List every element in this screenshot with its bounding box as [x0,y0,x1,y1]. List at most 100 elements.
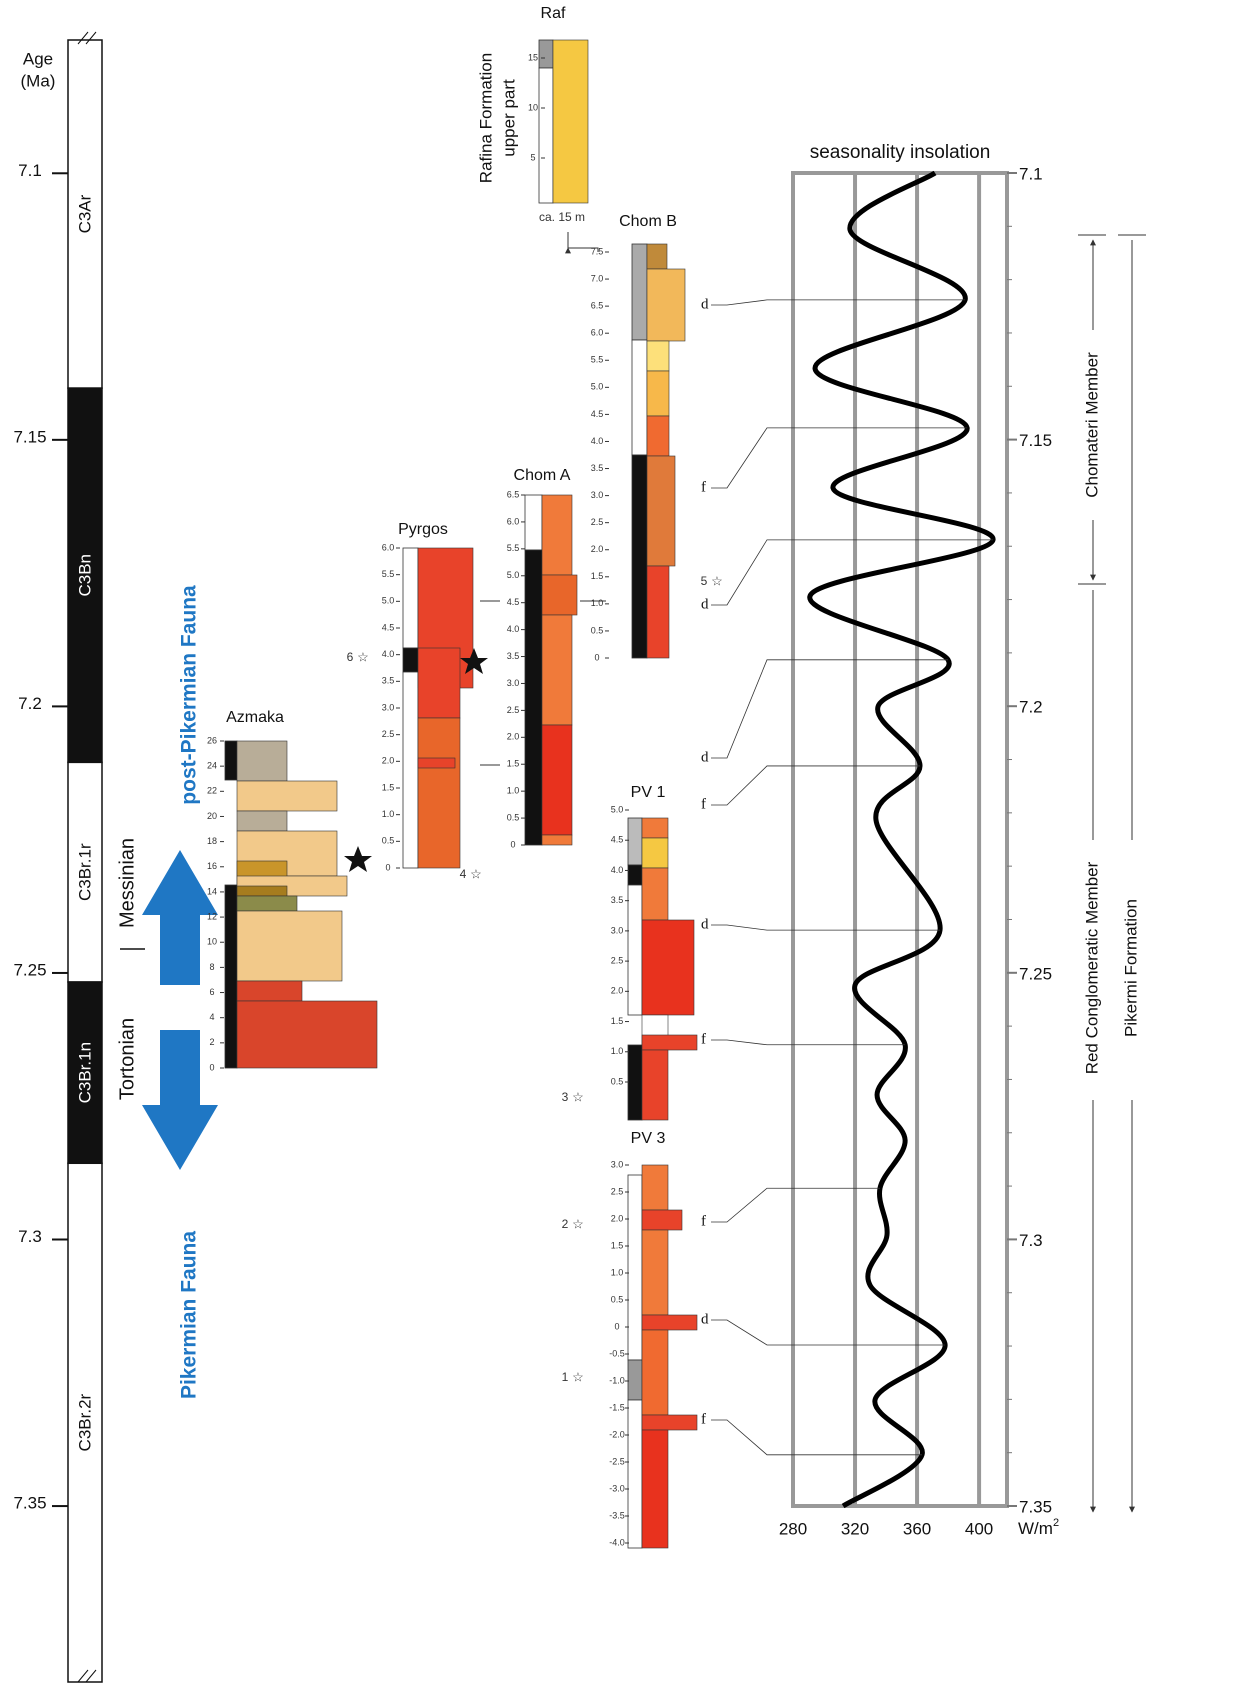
horizon-label: 4 [460,867,467,881]
y-tick-label: 7.2 [1019,698,1043,717]
section-title: Azmaka [226,709,284,726]
age-tick-label: 7.35 [13,1494,46,1513]
scale-label: 0.5 [611,1294,624,1304]
scale-label: 0 [385,862,390,872]
section-title: Raf [541,5,566,22]
lithology [641,1229,669,1316]
x-tick-label: 400 [965,1519,993,1538]
section-title: PV 3 [631,1130,666,1147]
correlation-label: f [701,1213,706,1229]
lithology [552,39,589,204]
chron-label: C3Br.2r [75,1393,94,1451]
rafina-label: Rafina Formation [476,53,495,183]
scale-label: 6 [209,987,214,997]
lithology [646,243,668,270]
age-tick-label: 7.1 [18,161,42,180]
section-title: Chom B [619,213,677,230]
scale-label: 6.5 [507,489,520,499]
age-tick-label: 7.3 [18,1227,42,1246]
scale-label: 14 [207,886,217,896]
scale-label: 26 [207,735,217,745]
member-label: Chomateri Member [1082,352,1101,498]
scale-label: 6.0 [591,328,604,338]
y-tick-label: 7.1 [1019,164,1043,183]
star [460,648,488,674]
lithology [641,1314,698,1331]
unit: W/m [1018,1519,1053,1538]
member-label: Red Conglomeratic Member [1082,861,1101,1074]
polarity-strip [631,339,648,456]
scale-label: 24 [207,761,217,771]
polarity-strip [627,884,643,1016]
chron-label: C3Br.1n [75,1042,94,1103]
correlation-line [711,1319,946,1346]
scale-label: 5.5 [382,569,395,579]
lithology [646,565,670,659]
scale-label: 3.5 [507,651,520,661]
scale-label: 2.5 [611,955,624,965]
scale-label: 10 [207,937,217,947]
star [344,846,372,872]
lithology [646,340,670,372]
member-brackets [1078,234,1146,1513]
fauna-arrow-down [142,1030,218,1170]
age-label: (Ma) [21,71,56,90]
insolation-curve [807,170,996,1509]
scale-label: 16 [207,861,217,871]
x-tick-label: 320 [841,1519,869,1538]
scale-label: 20 [207,811,217,821]
horizon-star: ☆ [572,1089,584,1104]
correlation-line [711,299,966,306]
unit-sup: 2 [1053,1517,1059,1529]
scale-label: 3.5 [591,463,604,473]
scale-label: 5.0 [507,570,520,580]
scale-label: 0.5 [611,1076,624,1086]
correlation-label: d [701,916,709,932]
polarity-strip [627,1174,643,1361]
scale-label: 5.0 [382,596,395,606]
correlation-label: f [701,479,706,495]
y-tick-label: 7.25 [1019,964,1052,983]
polarity-chron [67,981,103,1165]
insolation-title: seasonality insolation [810,142,991,163]
y-tick-label: 7.15 [1019,431,1052,450]
scale-label: 0 [614,1321,619,1331]
scale-label: 2.0 [382,756,395,766]
lithology [236,1000,378,1069]
scale-label: 1.5 [611,1016,624,1026]
horizon-label: 5 [701,574,708,588]
polarity-strip [538,39,554,69]
scale-label: 2.0 [611,986,624,996]
scale-label: 6.0 [382,542,395,552]
scale-label: 2.5 [591,517,604,527]
scale-label: -3.0 [609,1483,625,1493]
chron-label: C3Br.1r [75,843,94,901]
correlation-line [711,765,921,806]
section-title: PV 1 [631,784,666,801]
scale-label: -3.5 [609,1510,625,1520]
fauna-arrow-up [142,850,218,985]
scale-label: 10 [528,102,538,112]
lithology [641,1034,698,1051]
scale-label: 2.5 [382,729,395,739]
polarity-strip [631,243,648,341]
horizon-star: ☆ [572,1216,584,1231]
rafina-thickness: ca. 15 m [539,210,585,224]
scale-label: 0 [594,652,599,662]
polarity-strip [224,740,238,781]
lithology [641,837,669,869]
lithology [641,1329,669,1416]
polarity-strip [627,864,643,886]
horizon-label: 2 [562,1217,569,1231]
chron-label: C3Ar [75,194,94,233]
scale-label: 1.5 [611,1240,624,1250]
polarity-chron [67,39,103,389]
lithology [417,647,461,719]
scale-label: 0 [510,839,515,849]
scale-label: 4.5 [611,835,624,845]
correlation-line [711,1187,880,1223]
section-link [480,600,606,766]
correlation-line [711,539,994,606]
scale-label: 4.5 [507,597,520,607]
chron-label: C3Bn [75,554,94,597]
